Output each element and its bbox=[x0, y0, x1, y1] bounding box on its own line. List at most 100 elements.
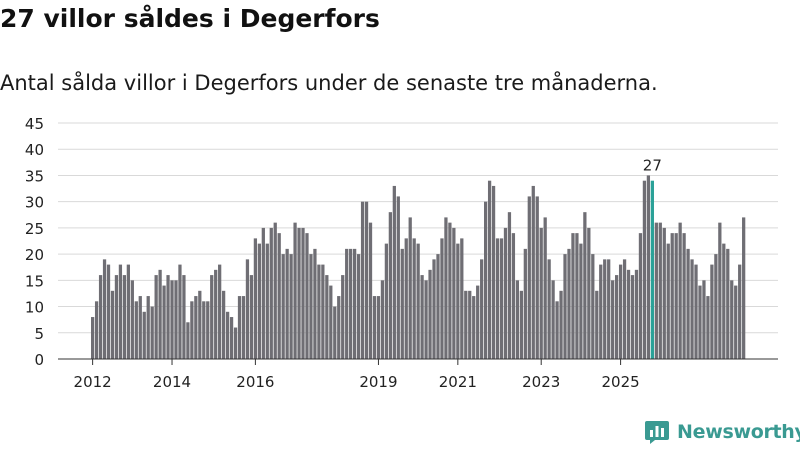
bar bbox=[559, 290, 563, 359]
bar bbox=[543, 217, 547, 359]
bar bbox=[94, 301, 99, 359]
bar bbox=[222, 290, 226, 359]
bar bbox=[186, 322, 190, 359]
bar bbox=[567, 248, 571, 359]
bar bbox=[551, 280, 555, 359]
bar bbox=[531, 185, 535, 359]
bar bbox=[714, 254, 718, 359]
bar bbox=[333, 306, 337, 359]
bar bbox=[277, 233, 281, 359]
bar bbox=[146, 296, 150, 359]
bar bbox=[138, 296, 142, 359]
bar bbox=[106, 264, 111, 359]
bar bbox=[484, 201, 488, 359]
bar bbox=[678, 222, 682, 359]
bar bbox=[472, 296, 476, 359]
bar bbox=[495, 238, 500, 359]
bar bbox=[345, 248, 349, 359]
bar bbox=[511, 233, 516, 359]
x-axis: 2012 2014 2016 2019 2021 2023 2025 bbox=[58, 358, 778, 391]
bar bbox=[595, 290, 599, 359]
bar bbox=[686, 248, 690, 359]
bar bbox=[682, 233, 686, 359]
bar bbox=[583, 212, 587, 359]
bar bbox=[646, 175, 651, 359]
bar bbox=[527, 196, 531, 359]
bar bbox=[424, 280, 428, 359]
bar bbox=[603, 259, 607, 359]
x-tick-label: 2014 bbox=[153, 373, 191, 391]
bar bbox=[98, 275, 103, 359]
chart-subtitle: Antal sålda villor i Degerfors under de … bbox=[0, 71, 658, 95]
bar bbox=[353, 248, 357, 359]
y-tick-label: 30 bbox=[25, 194, 44, 212]
bar bbox=[476, 285, 480, 359]
bar bbox=[416, 243, 420, 359]
bar bbox=[428, 269, 432, 359]
bar bbox=[460, 238, 464, 359]
bar bbox=[130, 280, 134, 359]
bar bbox=[519, 290, 523, 359]
bar bbox=[638, 233, 643, 359]
bar bbox=[698, 285, 702, 359]
bar bbox=[396, 196, 400, 359]
bar bbox=[174, 280, 178, 359]
bar bbox=[261, 227, 265, 359]
bar bbox=[210, 275, 214, 359]
bar bbox=[658, 222, 662, 359]
bar bbox=[337, 296, 341, 359]
brand-name: Newsworthy bbox=[677, 421, 800, 443]
bar bbox=[702, 280, 706, 359]
bar bbox=[368, 222, 373, 359]
bar bbox=[607, 259, 611, 359]
bar bbox=[273, 222, 277, 359]
bar bbox=[225, 311, 230, 359]
bar bbox=[599, 264, 603, 359]
bar bbox=[408, 217, 412, 359]
bar bbox=[162, 285, 166, 359]
bar bbox=[515, 280, 520, 359]
x-tick-label: 2019 bbox=[359, 373, 397, 391]
bar bbox=[249, 275, 254, 359]
bar bbox=[182, 275, 186, 359]
bar bbox=[742, 217, 746, 359]
y-tick-label: 35 bbox=[25, 167, 44, 185]
bar bbox=[325, 275, 329, 359]
bar bbox=[626, 269, 631, 359]
bar bbox=[241, 296, 246, 359]
bar bbox=[738, 264, 742, 359]
bar bbox=[690, 259, 694, 359]
bar bbox=[694, 264, 698, 359]
bar bbox=[456, 243, 460, 359]
x-tick-label: 2016 bbox=[236, 373, 274, 391]
bar bbox=[392, 185, 396, 359]
bar bbox=[388, 212, 392, 359]
bar bbox=[309, 254, 313, 359]
bar bbox=[464, 290, 468, 359]
bar bbox=[281, 254, 285, 359]
bar bbox=[579, 243, 583, 359]
bar bbox=[150, 306, 154, 359]
bar bbox=[448, 222, 452, 359]
bar bbox=[615, 275, 619, 359]
y-axis: 0 5 10 15 20 25 30 35 40 45 bbox=[25, 115, 44, 369]
bar bbox=[547, 259, 551, 359]
bar bbox=[313, 248, 317, 359]
annotation-label: 27 bbox=[643, 157, 662, 175]
bar bbox=[206, 301, 210, 359]
bar bbox=[341, 275, 345, 359]
bar bbox=[400, 248, 404, 359]
bar bbox=[587, 227, 591, 359]
bar bbox=[229, 317, 234, 359]
bar bbox=[618, 264, 623, 359]
bar bbox=[293, 222, 297, 359]
bar bbox=[444, 217, 448, 359]
bar bbox=[245, 259, 250, 359]
annotations: 27 bbox=[643, 157, 662, 175]
bar bbox=[178, 264, 182, 359]
bar bbox=[142, 311, 146, 359]
bar bbox=[630, 275, 635, 359]
bar bbox=[257, 243, 261, 359]
bar bbox=[349, 248, 353, 359]
